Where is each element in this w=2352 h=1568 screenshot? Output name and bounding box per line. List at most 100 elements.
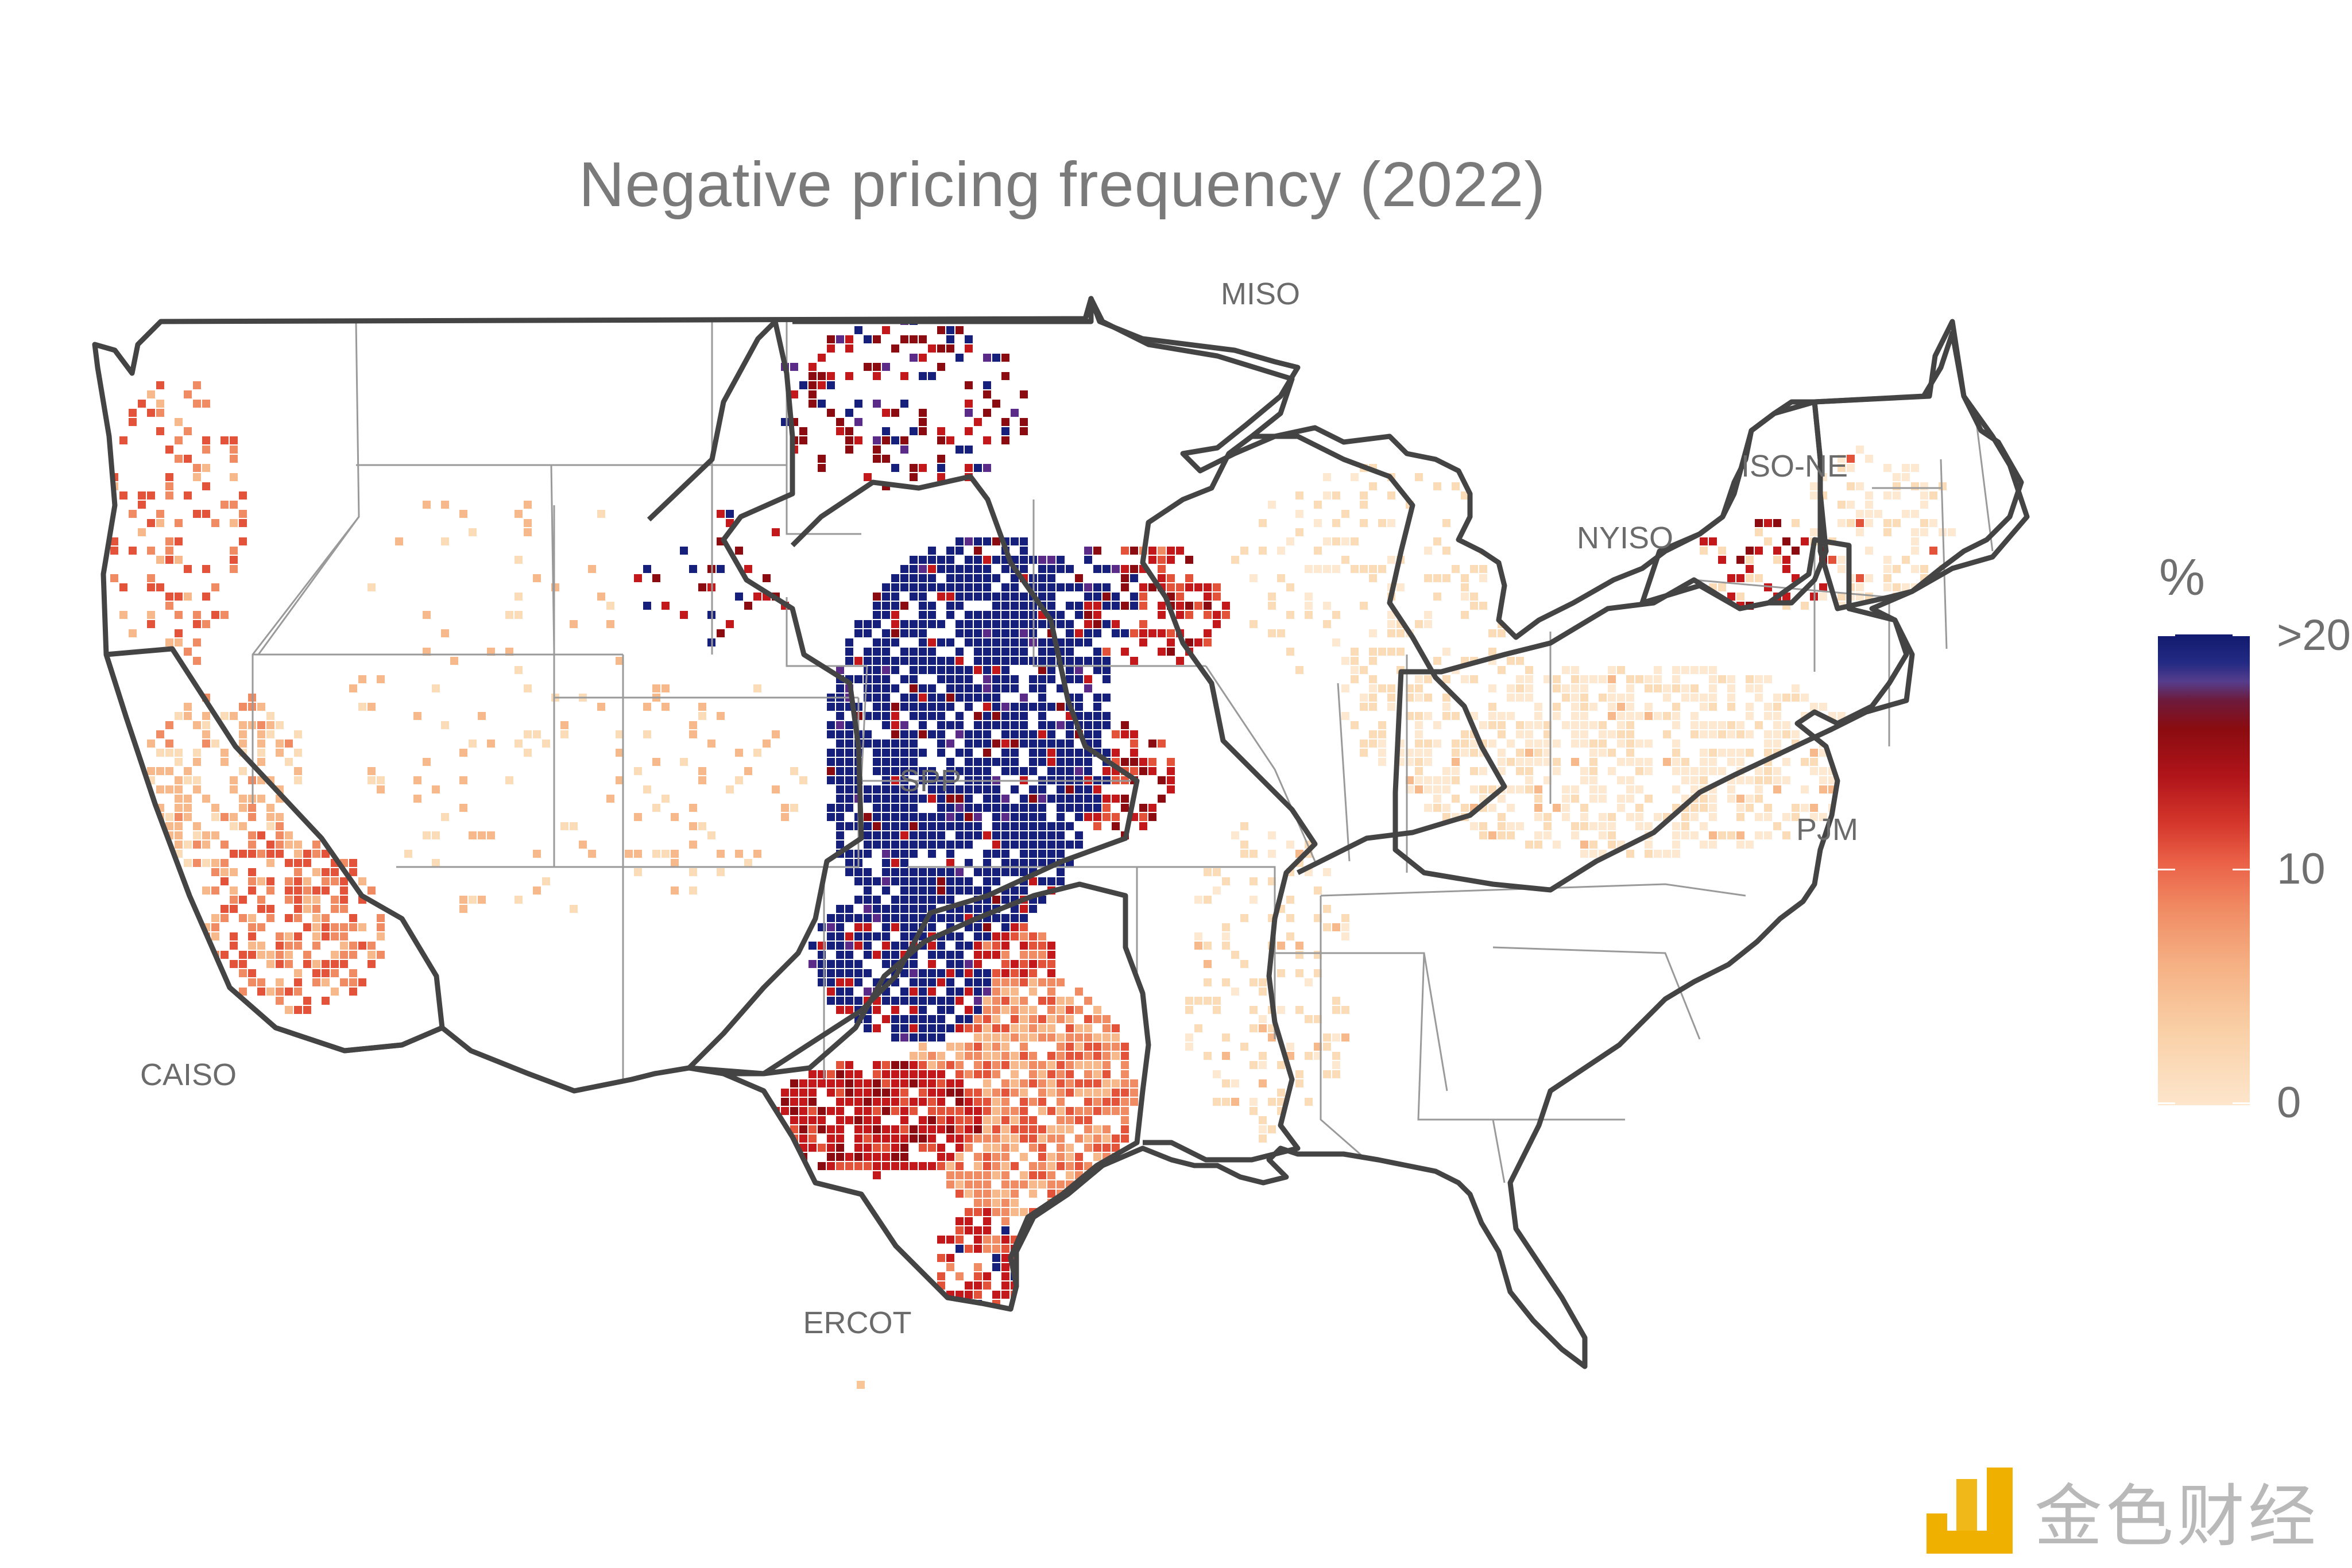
- legend-tickline-mid-right: [2233, 869, 2250, 870]
- heatmap-cell: [432, 859, 440, 867]
- heatmap-cell: [1268, 831, 1276, 839]
- heatmap-cell: [1461, 749, 1469, 757]
- heatmap-cell: [864, 629, 872, 637]
- heatmap-cell: [928, 638, 936, 646]
- heatmap-cell: [1727, 694, 1735, 702]
- heatmap-cell: [1268, 1098, 1276, 1106]
- heatmap-cell: [331, 896, 339, 904]
- heatmap-cell: [992, 942, 1000, 950]
- heatmap-cell: [1194, 932, 1202, 940]
- heatmap-cell: [1112, 1107, 1120, 1115]
- heatmap-cell: [1286, 1043, 1294, 1051]
- heatmap-cell: [616, 776, 624, 784]
- heatmap-cell: [1498, 721, 1506, 729]
- heatmap-cell: [1231, 831, 1239, 839]
- heatmap-cell: [1057, 1033, 1065, 1042]
- heatmap-cell: [965, 804, 973, 812]
- heatmap-cell: [1718, 831, 1726, 839]
- state-border: [1337, 683, 1351, 862]
- heatmap-cell: [1755, 519, 1763, 527]
- heatmap-cell: [882, 868, 890, 876]
- heatmap-cell: [946, 1236, 954, 1244]
- heatmap-cell: [965, 620, 973, 628]
- heatmap-cell: [239, 960, 247, 968]
- heatmap-cell: [1277, 629, 1285, 637]
- heatmap-cell: [1084, 721, 1092, 729]
- heatmap-cell: [184, 795, 192, 803]
- heatmap-cell: [910, 464, 918, 472]
- heatmap-cell: [937, 1254, 945, 1262]
- heatmap-cell: [1764, 831, 1772, 839]
- heatmap-cell: [1185, 556, 1193, 564]
- heatmap-cell: [1442, 574, 1450, 582]
- heatmap-cell: [1442, 703, 1450, 711]
- heatmap-cell: [1011, 583, 1019, 591]
- heatmap-cell: [965, 1006, 973, 1014]
- heatmap-cell: [1847, 785, 1855, 793]
- heatmap-cell: [946, 335, 954, 343]
- heatmap-cell: [965, 427, 973, 435]
- heatmap-cell: [1507, 684, 1515, 692]
- heatmap-cell: [845, 822, 853, 830]
- heatmap-cell: [1066, 1043, 1074, 1051]
- heatmap-cell: [285, 914, 293, 922]
- heatmap-cell: [285, 932, 293, 940]
- heatmap-cell: [1801, 804, 1809, 812]
- heatmap-cell: [937, 1236, 945, 1244]
- heatmap-cell: [1700, 721, 1708, 729]
- heatmap-cell: [1001, 648, 1009, 656]
- heatmap-cell: [1240, 914, 1248, 922]
- heatmap-cell: [533, 730, 541, 738]
- heatmap-cell: [965, 841, 973, 849]
- heatmap-cell: [1093, 611, 1101, 619]
- heatmap-cell: [1057, 1162, 1065, 1170]
- heatmap-cell: [946, 611, 954, 619]
- heatmap-cell: [1093, 813, 1101, 821]
- heatmap-cell: [882, 1144, 890, 1152]
- heatmap-cell: [129, 629, 137, 637]
- heatmap-cell: [790, 1125, 798, 1133]
- heatmap-cell: [882, 1089, 890, 1097]
- heatmap-cell: [1066, 767, 1074, 775]
- heatmap-cell: [1038, 1089, 1046, 1097]
- heatmap-cell: [1029, 1061, 1037, 1069]
- heatmap-cell: [1057, 1052, 1065, 1060]
- heatmap-cell: [882, 657, 890, 665]
- heatmap-cell: [1102, 1079, 1111, 1087]
- heatmap-cell: [873, 795, 881, 803]
- heatmap-cell: [1893, 482, 1901, 490]
- heatmap-cell: [956, 602, 964, 610]
- heatmap-cell: [220, 905, 229, 913]
- heatmap-cell: [882, 712, 890, 720]
- heatmap-cell: [919, 978, 927, 986]
- heatmap-cell: [873, 1171, 881, 1179]
- heatmap-cell: [873, 1162, 881, 1170]
- heatmap-cell: [937, 942, 945, 950]
- heatmap-cell: [248, 978, 256, 986]
- heatmap-cell: [1001, 620, 1009, 628]
- heatmap-cell: [928, 1125, 936, 1133]
- heatmap-cell: [946, 593, 954, 601]
- heatmap-cell: [193, 473, 201, 481]
- heatmap-cell: [891, 767, 899, 775]
- heatmap-cell: [1580, 813, 1588, 821]
- heatmap-cell: [1075, 1024, 1083, 1032]
- heatmap-cell: [1690, 730, 1699, 738]
- heatmap-cell: [1038, 675, 1046, 683]
- heatmap-cell: [1075, 1116, 1083, 1124]
- heatmap-cell: [1525, 776, 1533, 784]
- heatmap-cell: [946, 1061, 954, 1069]
- heatmap-cell: [248, 914, 256, 922]
- heatmap-cell: [983, 657, 991, 665]
- heatmap-cell: [1746, 703, 1754, 711]
- heatmap-cell: [1782, 556, 1790, 564]
- heatmap-cell: [1001, 372, 1009, 380]
- heatmap-cell: [937, 969, 945, 977]
- heatmap-cell: [1075, 767, 1083, 775]
- heatmap-cell: [864, 886, 872, 895]
- heatmap-cell: [276, 942, 284, 950]
- heatmap-cell: [230, 436, 238, 444]
- heatmap-cell: [873, 1144, 881, 1152]
- heatmap-cell: [175, 593, 183, 601]
- heatmap-cell: [1047, 730, 1055, 738]
